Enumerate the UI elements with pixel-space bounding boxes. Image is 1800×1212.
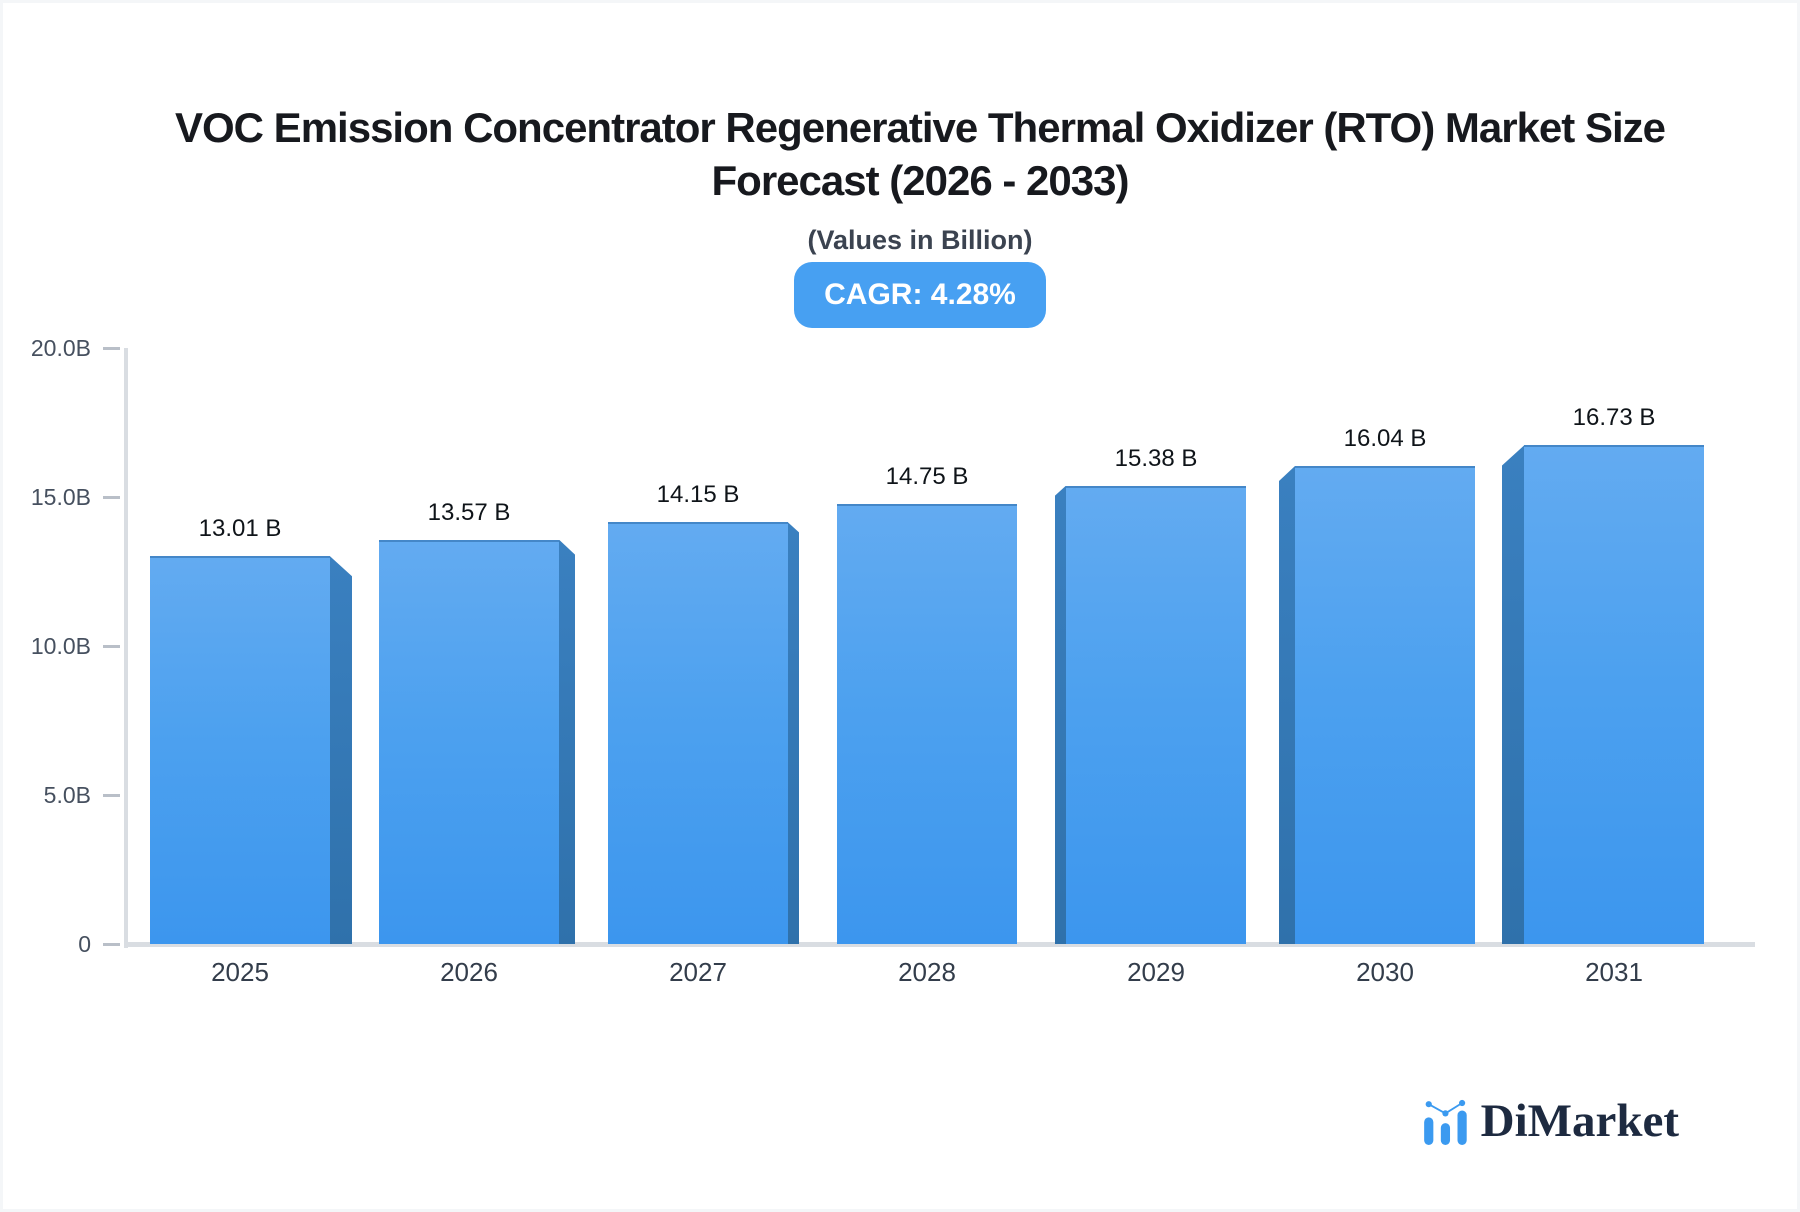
bar-value-label: 13.01 B bbox=[198, 515, 282, 543]
bar-value-label: 16.04 B bbox=[1343, 425, 1427, 452]
bar-side-face bbox=[1502, 445, 1524, 944]
bar-side-face bbox=[1055, 485, 1066, 944]
bar-side-face bbox=[559, 539, 575, 944]
bar-side-face bbox=[788, 522, 799, 944]
bar-value-label: 14.75 B bbox=[885, 463, 969, 491]
bar-value-label: 13.57 B bbox=[427, 498, 511, 526]
bar-front-face bbox=[150, 556, 330, 944]
y-axis-tick-dash bbox=[103, 645, 120, 648]
y-axis-tick-label: 5.0B bbox=[43, 782, 91, 808]
x-axis-line bbox=[124, 942, 1755, 947]
y-axis-line bbox=[124, 348, 128, 948]
x-axis-label: 2025 bbox=[211, 957, 269, 987]
y-axis-tick-dash bbox=[103, 943, 120, 946]
bar-value-label: 15.38 B bbox=[1114, 444, 1198, 472]
logo-text: DiMarket bbox=[1480, 1095, 1679, 1147]
y-axis-tick-label: 20.0B bbox=[30, 335, 91, 361]
chart-title-line2: Forecast (2026 - 2033) bbox=[711, 157, 1130, 204]
x-axis-label: 2026 bbox=[440, 957, 498, 987]
bar-front-face bbox=[1066, 485, 1246, 944]
x-axis-label: 2028 bbox=[898, 957, 956, 987]
bar-side-face bbox=[330, 556, 352, 944]
y-axis-tick-dash bbox=[103, 794, 120, 797]
bar-chart-with-trend-dots-icon bbox=[1423, 1099, 1467, 1145]
bar-front-face bbox=[1524, 445, 1704, 944]
y-axis-tick-label: 15.0B bbox=[30, 484, 91, 510]
x-axis-label: 2029 bbox=[1127, 957, 1185, 987]
bar-value-label: 14.15 B bbox=[656, 481, 740, 509]
bar-front-face bbox=[837, 504, 1017, 944]
dimarket-logo: DiMarket bbox=[1423, 1098, 1679, 1145]
plot-area: 0 5.0B 10.0B 15.0B 20.0B 13.01 B 2025 13.57 B 20… bbox=[3, 3, 1797, 1209]
y-axis-tick-label: 10.0B bbox=[30, 633, 91, 659]
x-axis-label: 2030 bbox=[1356, 957, 1414, 987]
chart-title-line1: VOC Emission Concentrator Regenerative T… bbox=[175, 104, 1666, 151]
x-axis-label: 2027 bbox=[669, 957, 727, 987]
chart-subtitle: (Values in Billion) bbox=[807, 225, 1033, 255]
bar-side-face bbox=[1279, 466, 1295, 944]
x-axis-label: 2031 bbox=[1585, 957, 1643, 987]
y-axis-tick-label: 0 bbox=[78, 931, 91, 957]
cagr-badge: CAGR: 4.28% bbox=[794, 262, 1046, 328]
chart-header: VOC Emission Concentrator Regenerative T… bbox=[3, 101, 1797, 328]
y-axis-tick-dash bbox=[103, 496, 120, 499]
bar-value-label: 16.73 B bbox=[1572, 404, 1656, 432]
bar-front-face bbox=[608, 522, 788, 944]
bar-front-face bbox=[379, 539, 559, 944]
y-axis-tick-dash bbox=[103, 347, 120, 350]
bar-front-face bbox=[1295, 466, 1475, 944]
